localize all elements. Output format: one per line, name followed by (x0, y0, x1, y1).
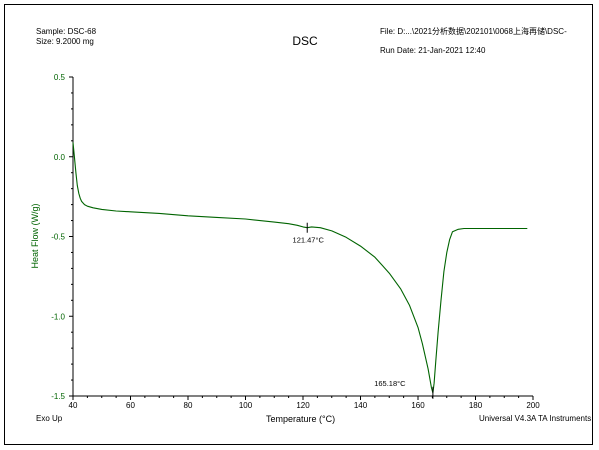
file-path: File: D:...\2021分析数据\202101\0068上海再储\DSC… (380, 27, 567, 36)
x-axis-label: Temperature (°C) (266, 414, 336, 424)
x-tick-label: 60 (126, 401, 135, 410)
x-tick-label: 100 (239, 401, 253, 410)
y-tick-label: -1.5 (51, 392, 65, 401)
annotation-165: 165.18°C (374, 379, 406, 388)
size-label: Size: 9.2000 mg (36, 37, 94, 46)
chart-title: DSC (292, 34, 318, 48)
annotation-121: 121.47°C (293, 236, 325, 245)
y-tick-label: -0.5 (51, 233, 65, 242)
chart-frame (4, 4, 593, 445)
run-date: Run Date: 21-Jan-2021 12:40 (380, 46, 486, 55)
instrument-label: Universal V4.3A TA Instruments (479, 414, 592, 423)
heat-flow-curve (72, 142, 528, 394)
x-tick-label: 140 (354, 401, 368, 410)
x-tick-label: 180 (469, 401, 483, 410)
x-tick-label: 200 (526, 401, 540, 410)
x-tick-label: 120 (296, 401, 310, 410)
x-tick-label: 40 (69, 401, 78, 410)
y-tick-label: 0.5 (54, 73, 66, 82)
y-tick-label: -1.0 (51, 312, 65, 321)
x-tick-label: 80 (184, 401, 193, 410)
exo-up-label: Exo Up (36, 414, 63, 423)
y-tick-label: 0.0 (54, 153, 66, 162)
sample-label: Sample: DSC-68 (36, 27, 97, 36)
x-tick-label: 160 (411, 401, 425, 410)
